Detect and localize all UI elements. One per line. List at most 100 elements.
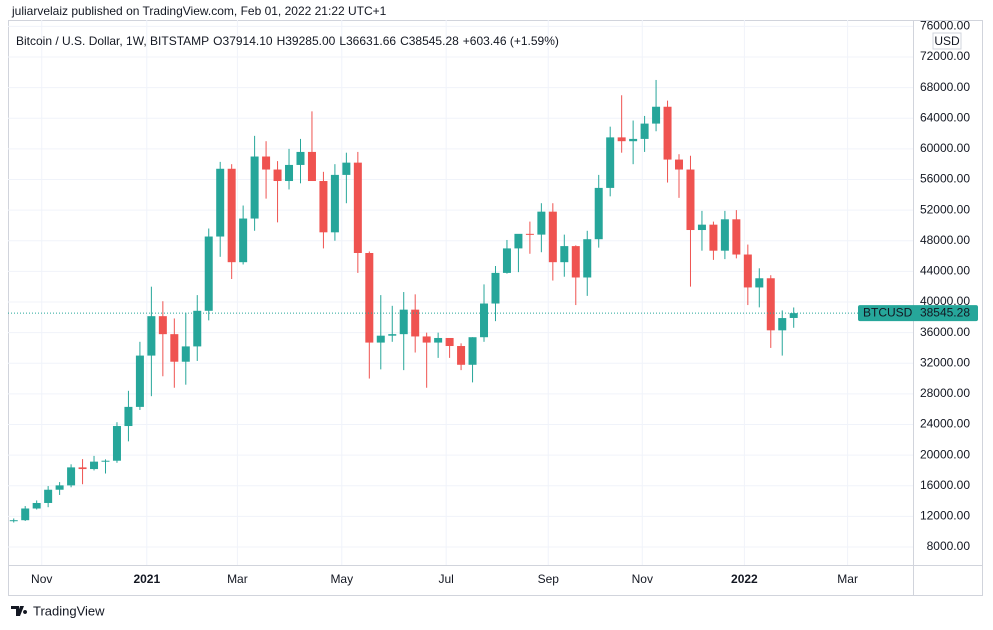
- candle-body: [285, 164, 294, 182]
- candle-body: [32, 502, 41, 509]
- y-tick-label: 68000.00: [920, 80, 970, 94]
- candle-body: [525, 233, 534, 235]
- candle-body: [262, 156, 271, 170]
- x-tick-label: 2021: [133, 572, 160, 586]
- candle-body: [514, 233, 523, 249]
- candle-body: [537, 211, 546, 235]
- currency-box: [932, 32, 962, 50]
- candle-body: [170, 334, 179, 362]
- x-tick-label: Mar: [837, 572, 858, 586]
- candle-body: [491, 272, 500, 304]
- candle-body: [411, 309, 420, 337]
- x-tick-label: Nov: [31, 572, 52, 586]
- candle-body: [21, 508, 30, 521]
- candle-body: [135, 355, 144, 407]
- candle-body: [227, 168, 236, 263]
- candle-body: [181, 346, 190, 362]
- candle-body: [548, 211, 557, 263]
- candle-body: [55, 485, 64, 490]
- header: Bitcoin / U.S. Dollar, 1W, BITSTAMP O 379…: [16, 34, 559, 48]
- y-tick-label: 64000.00: [920, 110, 970, 124]
- symbol-title: Bitcoin / U.S. Dollar, 1W, BITSTAMP: [16, 34, 209, 48]
- y-tick-label: 16000.00: [920, 478, 970, 492]
- y-tick-label: 12000.00: [920, 509, 970, 523]
- candle-body: [789, 313, 798, 318]
- candle-body: [193, 310, 202, 347]
- candle-body: [399, 309, 408, 335]
- logo: TradingView: [11, 603, 105, 618]
- candle-body: [720, 219, 729, 251]
- publisher: juliarvelaiz published on TradingView.co…: [11, 4, 387, 18]
- last-price-label: 38545.28: [920, 305, 970, 319]
- candle-body: [686, 169, 695, 231]
- y-tick-label: 36000.00: [920, 325, 970, 339]
- candle-body: [9, 520, 18, 522]
- candle-body: [90, 461, 99, 470]
- ohlc-key: H: [277, 34, 286, 48]
- y-tick-label: 60000.00: [920, 141, 970, 155]
- ohlc-key: O: [213, 34, 222, 48]
- x-tick-label: Mar: [227, 572, 248, 586]
- candle-body: [766, 278, 775, 331]
- ohlc-value: 37914.10: [223, 34, 273, 48]
- logo-icon: [11, 606, 28, 616]
- candle-body: [388, 334, 397, 336]
- x-tick-label: 2022: [731, 572, 758, 586]
- candle-body: [583, 239, 592, 278]
- candle-body: [330, 174, 339, 233]
- candle-body: [239, 218, 248, 263]
- x-tick-label: Sep: [538, 572, 560, 586]
- candle-body: [296, 151, 305, 165]
- candle-body: [434, 337, 443, 343]
- candle-body: [663, 106, 672, 160]
- candle-body: [755, 278, 764, 288]
- candle-body: [353, 162, 362, 253]
- frame: [8, 20, 983, 596]
- candle-body: [376, 335, 385, 343]
- x-tick-label: Nov: [632, 572, 653, 586]
- candle-body: [640, 123, 649, 139]
- candle-body: [307, 151, 316, 182]
- footer: TradingView: [33, 603, 105, 618]
- symbol-label: BTCUSD: [863, 305, 913, 319]
- ohlc-value: 36631.66: [346, 34, 396, 48]
- candle-body: [112, 426, 121, 461]
- candle-body: [480, 303, 489, 338]
- y-tick-label: 48000.00: [920, 233, 970, 247]
- candle-body: [273, 169, 282, 182]
- candle-body: [571, 246, 580, 278]
- candle-body: [743, 254, 752, 288]
- change: +603.46 (+1.59%): [463, 34, 559, 48]
- y-tick-label: 24000.00: [920, 417, 970, 431]
- candle-body: [445, 337, 454, 347]
- ohlc-value: 38545.28: [409, 34, 459, 48]
- y-tick-label: 52000.00: [920, 202, 970, 216]
- candle-body: [319, 181, 328, 233]
- y-tick-label: 28000.00: [920, 386, 970, 400]
- candle-body: [560, 246, 569, 263]
- currency: USD: [934, 34, 960, 48]
- candle-body: [250, 156, 259, 219]
- candle-body: [422, 336, 431, 343]
- candle-body: [468, 337, 477, 365]
- candle-body: [697, 224, 706, 231]
- candle-body: [124, 406, 133, 427]
- ohlc-value: 39285.00: [285, 34, 335, 48]
- y-tick-label: 76000.00: [920, 19, 970, 33]
- x-tick-label: Jul: [438, 572, 453, 586]
- candle-body: [606, 137, 615, 188]
- plot: [8, 20, 913, 565]
- candle-body: [457, 346, 466, 365]
- candle-body: [502, 248, 511, 273]
- candle-body: [67, 467, 76, 486]
- candle-body: [147, 316, 156, 356]
- y-tick-label: 40000.00: [920, 294, 970, 308]
- x-tick-label: May: [330, 572, 353, 586]
- candle-body: [365, 252, 374, 343]
- ohlc-key: L: [339, 34, 346, 48]
- candle-body: [101, 460, 110, 462]
- y-tick-label: 8000.00: [927, 539, 971, 553]
- candle-body: [778, 318, 787, 331]
